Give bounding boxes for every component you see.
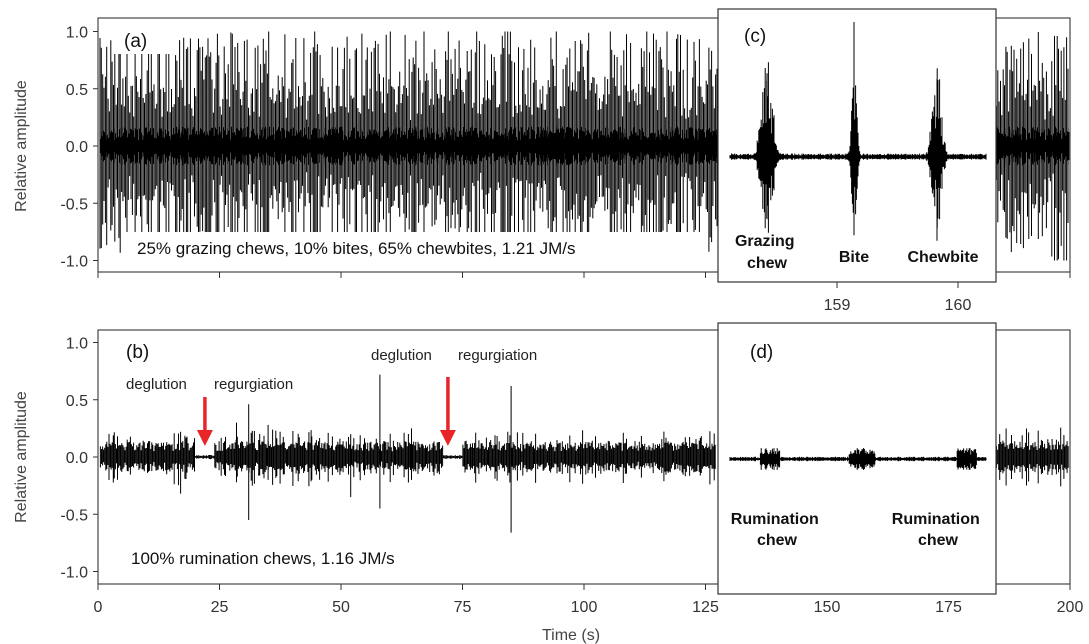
y-tick-label: -0.5 [60, 196, 88, 213]
panel-a-tag-bg [112, 22, 170, 54]
x-tick-label: 200 [1057, 599, 1084, 616]
x-tick-label: 150 [814, 599, 841, 616]
panel-b-arrows [196, 377, 456, 446]
y-tick-label: 0.5 [66, 82, 88, 99]
x-tick-label: 0 [94, 599, 103, 616]
panel-b-summary: 100% rumination chews, 1.16 JM/s [131, 549, 395, 568]
panel-b-xlabel: Time (s) [542, 627, 600, 644]
x-tick-label: 125 [692, 599, 719, 616]
inset-d-label-2: Rumination chew [892, 511, 984, 549]
inset-d-label-1: Rumination chew [731, 511, 823, 549]
panel-b-regurgiation-1: regurgiation [214, 376, 293, 393]
inset-c-label-bite: Bite [839, 249, 869, 266]
panel-b-signal [99, 374, 1069, 533]
panel-b-deglution-1: deglution [126, 376, 187, 393]
panel-b-deglution-2: deglution [371, 347, 432, 364]
panel-a-ylabel: Relative amplitude [13, 80, 30, 212]
panel-b-y-ticks: 1.0 0.5 0.0 -0.5 -1.0 [60, 336, 98, 582]
panel-b-x-ticks: 0 25 50 75 100 125 150 175 200 [94, 584, 1084, 616]
x-tick-label: 50 [332, 599, 350, 616]
x-tick-label: 75 [454, 599, 472, 616]
y-tick-label: 0.0 [66, 139, 88, 156]
y-tick-label: 1.0 [66, 336, 88, 353]
panel-b-tag: (b) [126, 342, 149, 363]
panel-b-ylabel: Relative amplitude [13, 391, 30, 523]
x-tick-label: 175 [935, 599, 962, 616]
inset-c: (c) Grazing chew Bite Chewbite 159 160 [717, 8, 997, 314]
inset-c-tag: (c) [744, 26, 766, 47]
event-arrow-head [439, 430, 456, 446]
y-tick-label: -1.0 [60, 254, 88, 271]
inset-c-tick-label-159: 159 [824, 297, 851, 314]
inset-d: (d) Rumination chew Rumination chew [717, 322, 997, 595]
panel-b-regurgiation-2: regurgiation [458, 347, 537, 364]
inset-d-tag: (d) [750, 342, 773, 363]
y-tick-label: 0.0 [66, 450, 88, 467]
panel-a-summary-bg [126, 232, 704, 262]
inset-c-label-chewbite: Chewbite [907, 249, 978, 266]
panel-a-tag: (a) [124, 31, 147, 52]
event-arrow-head [196, 430, 213, 446]
y-tick-label: 0.5 [66, 393, 88, 410]
panel-a-y-ticks: 1.0 0.5 0.0 -0.5 -1.0 [60, 25, 98, 271]
x-tick-label: 100 [571, 599, 598, 616]
panel-a-summary: 25% grazing chews, 10% bites, 65% chewbi… [137, 239, 575, 258]
y-tick-label: -1.0 [60, 565, 88, 582]
y-tick-label: -0.5 [60, 507, 88, 524]
inset-c-label-grazing: Grazing chew [735, 233, 799, 272]
x-tick-label: 25 [211, 599, 229, 616]
inset-c-tick-label-160: 160 [945, 297, 972, 314]
inset-c-signal [729, 22, 987, 241]
y-tick-label: 1.0 [66, 25, 88, 42]
inset-d-signal [729, 448, 987, 470]
